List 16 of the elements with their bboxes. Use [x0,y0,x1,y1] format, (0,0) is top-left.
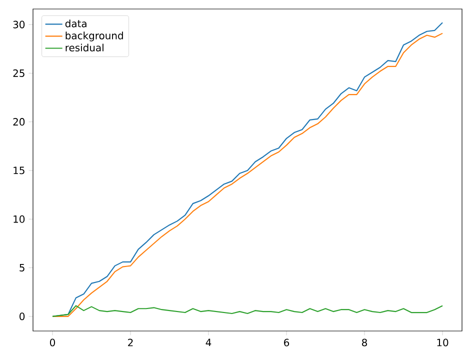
x-tick-label: 4 [206,338,212,346]
y-tick-label: 25 [13,69,24,77]
x-tick-label: 2 [128,338,133,346]
y-tick-label: 10 [14,215,25,223]
legend-label: residual [66,44,104,52]
x-tick-label: 0 [50,338,56,346]
y-tick-label: 5 [20,264,24,272]
x-tick-label: 10 [437,338,448,346]
legend-label: background [66,32,123,42]
x-tick-label: 6 [284,338,290,346]
y-tick-label: 20 [13,118,25,126]
y-tick-label: 15 [14,166,24,174]
y-tick-label: 30 [13,20,25,28]
y-tick-label: 0 [20,312,25,320]
x-tick-label: 8 [362,338,367,346]
legend-label: data [65,20,86,28]
